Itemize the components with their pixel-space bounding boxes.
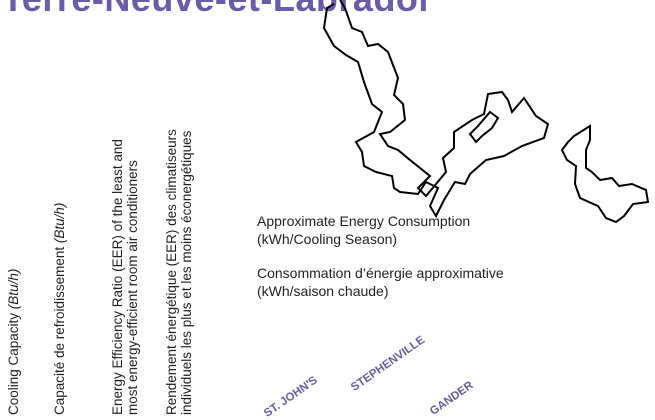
newfoundland-outline bbox=[560, 124, 650, 224]
energy-consumption-en-label: Approximate Energy Consumption (kWh/Cool… bbox=[257, 212, 470, 248]
energy-en-line1: Approximate Energy Consumption bbox=[257, 213, 471, 229]
page-title: Terre-Neuve-et-Labrador bbox=[2, 0, 433, 20]
energy-fr-line1: Consommation d’énergie approximative bbox=[257, 265, 504, 281]
energy-en-line2: (kWh/Cooling Season) bbox=[257, 231, 398, 247]
energy-consumption-fr-label: Consommation d’énergie approximative (kW… bbox=[257, 264, 504, 300]
energy-fr-line2: (kWh/saison chaude) bbox=[257, 283, 389, 299]
inlet-outline bbox=[468, 110, 500, 144]
labrador-outline bbox=[322, 0, 550, 219]
